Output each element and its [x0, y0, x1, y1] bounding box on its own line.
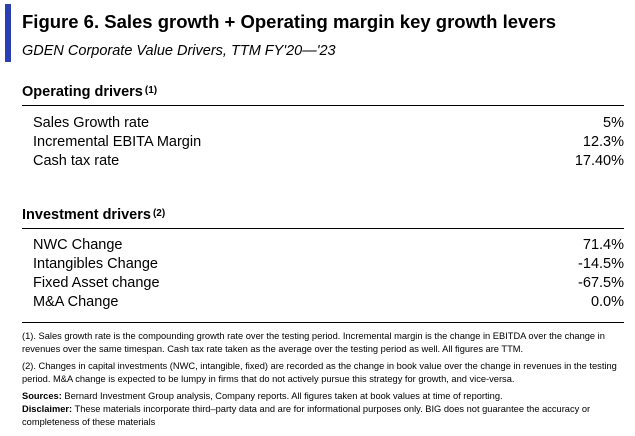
investment-drivers-heading: Investment drivers (2) — [22, 207, 165, 223]
sources-line: Sources: Bernard Investment Group analys… — [22, 390, 624, 403]
operating-rule — [22, 105, 624, 106]
table-row: Intangibles Change -14.5% — [22, 256, 624, 275]
investment-heading-text: Investment drivers — [22, 207, 151, 223]
investment-footnote-ref: (2) — [152, 208, 166, 219]
operating-drivers-table: Sales Growth rate 5% Incremental EBITA M… — [22, 115, 624, 172]
row-value: 17.40% — [574, 153, 624, 169]
row-value: 0.0% — [590, 294, 624, 310]
row-label: Cash tax rate — [33, 153, 120, 169]
table-row: Sales Growth rate 5% — [22, 115, 624, 134]
footnote-2: (2). Changes in capital investments (NWC… — [22, 361, 617, 384]
row-label: NWC Change — [33, 237, 123, 253]
footnotes: (1). Sales growth rate is the compoundin… — [22, 330, 624, 429]
figure-subtitle: GDEN Corporate Value Drivers, TTM FY'20—… — [22, 43, 336, 59]
footnote-1: (1). Sales growth rate is the compoundin… — [22, 331, 605, 354]
row-value: -14.5% — [578, 256, 624, 272]
row-label: Incremental EBITA Margin — [33, 134, 202, 150]
table-row: Cash tax rate 17.40% — [22, 153, 624, 172]
sources-text: Bernard Investment Group analysis, Compa… — [61, 391, 503, 401]
row-label: Intangibles Change — [33, 256, 158, 272]
accent-bar — [5, 4, 11, 62]
investment-drivers-table: NWC Change 71.4% Intangibles Change -14.… — [22, 237, 624, 313]
operating-drivers-heading: Operating drivers (1) — [22, 84, 157, 100]
table-row: M&A Change 0.0% — [22, 294, 624, 313]
row-value: 71.4% — [582, 237, 624, 253]
investment-rule — [22, 228, 624, 229]
row-value: 5% — [603, 115, 624, 131]
table-row: NWC Change 71.4% — [22, 237, 624, 256]
notes-rule — [22, 322, 624, 323]
table-row: Incremental EBITA Margin 12.3% — [22, 134, 624, 153]
disclaimer-label: Disclaimer: — [22, 404, 73, 414]
row-value: -67.5% — [578, 275, 624, 291]
disclaimer-line: Disclaimer: These materials incorporate … — [22, 403, 624, 429]
row-label: M&A Change — [33, 294, 119, 310]
operating-footnote-ref: (1) — [144, 85, 158, 96]
operating-heading-text: Operating drivers — [22, 84, 143, 100]
row-value: 12.3% — [582, 134, 624, 150]
row-label: Fixed Asset change — [33, 275, 160, 291]
row-label: Sales Growth rate — [33, 115, 150, 131]
figure-title: Figure 6. Sales growth + Operating margi… — [22, 11, 557, 32]
sources-label: Sources: — [22, 391, 62, 401]
disclaimer-text: These materials incorporate third–party … — [22, 404, 591, 427]
table-row: Fixed Asset change -67.5% — [22, 275, 624, 294]
